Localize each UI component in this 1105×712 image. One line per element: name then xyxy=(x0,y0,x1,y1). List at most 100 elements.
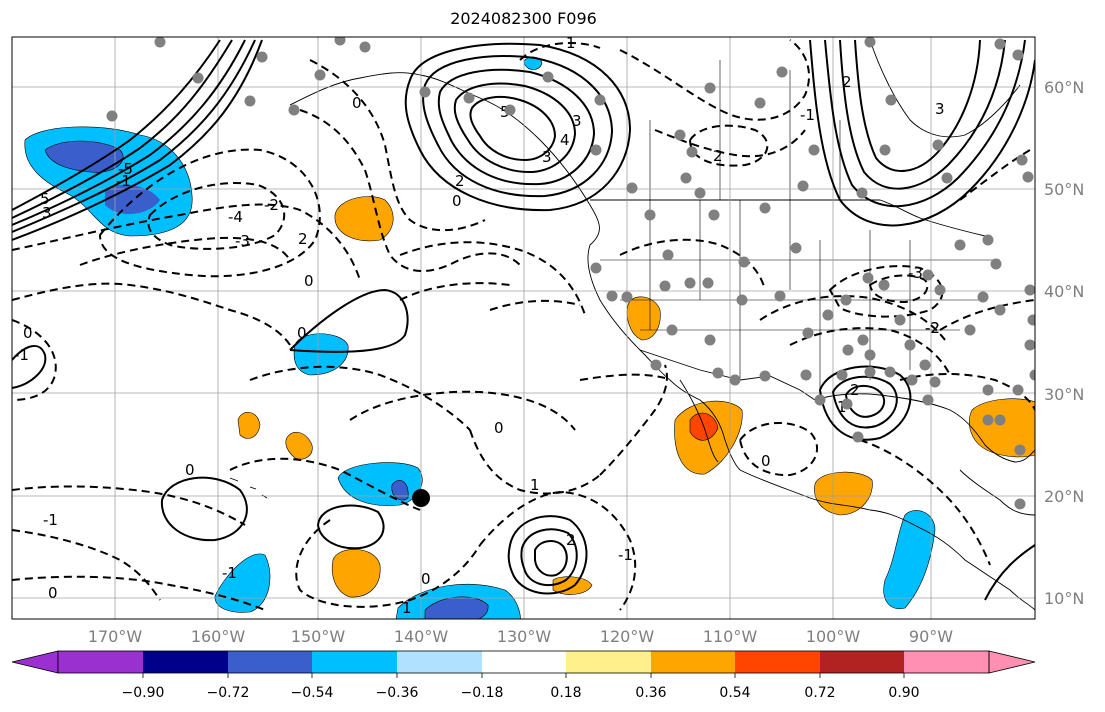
contour-label: -2 xyxy=(264,196,279,214)
station-dot xyxy=(256,51,268,63)
colorbar-bin xyxy=(228,651,312,673)
station-dot xyxy=(694,187,706,199)
colorbar-tick-label: −0.18 xyxy=(461,685,504,701)
station-dot xyxy=(977,291,989,303)
station-dot xyxy=(1024,284,1035,296)
station-dot xyxy=(594,94,606,106)
station-dot xyxy=(857,334,869,346)
contour-south-1 xyxy=(507,515,588,595)
yucatan-coast xyxy=(959,469,1035,516)
contour-dashed-36 xyxy=(399,282,511,301)
colorbar-bin xyxy=(482,651,566,673)
lat-label: 30°N xyxy=(1044,385,1084,404)
contour-label: 3 xyxy=(42,204,52,222)
contour-label: 1 xyxy=(566,34,576,52)
contour-hudson-4 xyxy=(854,39,981,172)
station-dot xyxy=(754,97,766,109)
contour-dashed-20 xyxy=(619,39,810,121)
station-dot xyxy=(802,327,814,339)
contour-nw-3 xyxy=(12,39,263,241)
station-dot xyxy=(790,242,802,254)
contour-dashed-23 xyxy=(519,42,601,61)
lon-label: 100°W xyxy=(806,627,861,646)
contour-hi-2 xyxy=(316,504,385,550)
station-dot xyxy=(650,359,662,371)
contour-label: 0 xyxy=(297,324,307,342)
station-dot xyxy=(864,37,876,48)
contour-dashed-15 xyxy=(12,575,266,611)
station-dot xyxy=(814,394,826,406)
station-dot xyxy=(606,290,618,302)
station-dot xyxy=(359,41,371,53)
colorbar-tick-marks xyxy=(142,673,905,678)
lon-label: 90°W xyxy=(909,627,953,646)
contour-label: -1 xyxy=(43,511,58,529)
mexico-coast xyxy=(739,469,1035,611)
contour-dashed-7 xyxy=(249,365,471,431)
contour-dashed-3 xyxy=(98,148,321,278)
contour-gulf-1 xyxy=(818,365,912,441)
station-dot xyxy=(192,72,204,84)
station-dot xyxy=(994,414,1006,426)
contour-dashed-9 xyxy=(309,59,486,232)
colorbar-extend-high xyxy=(988,650,1036,674)
station-dot xyxy=(704,82,716,94)
station-dot xyxy=(1022,171,1034,183)
contour-dashed-35 xyxy=(489,299,581,311)
station-dot xyxy=(288,104,300,116)
coastlines xyxy=(229,39,1035,611)
contour-nw-1 xyxy=(12,39,246,226)
station-dot xyxy=(684,277,696,289)
station-dot xyxy=(884,366,896,378)
lon-label: 120°W xyxy=(600,627,655,646)
contour-dashed-33 xyxy=(939,299,1035,331)
grid-lines xyxy=(12,37,1035,619)
contour-label: -3 xyxy=(235,232,250,250)
station-dot xyxy=(621,291,633,303)
station-dot xyxy=(852,431,864,443)
contour-label: -1 xyxy=(222,564,237,582)
station-dot xyxy=(982,234,994,246)
station-dot xyxy=(1027,314,1035,326)
station-dot xyxy=(1012,384,1024,396)
lat-label: 60°N xyxy=(1044,78,1084,97)
station-dot xyxy=(702,277,714,289)
station-dot xyxy=(840,294,852,306)
station-dot xyxy=(982,414,994,426)
station-dot xyxy=(759,370,771,382)
lon-label: 160°W xyxy=(191,627,246,646)
station-dot xyxy=(590,144,602,156)
station-dot xyxy=(954,239,966,251)
contour-label: 4 xyxy=(560,131,570,149)
colorbar-tick-label: 0.72 xyxy=(804,685,835,701)
contour-labels: 5 3 2 0 -1 -2 -3 -4 -5 1 3 2 5 4 3 2 0 -… xyxy=(14,34,945,617)
contour-mid-1 xyxy=(289,288,409,353)
contour-dashed-18 xyxy=(469,429,601,495)
contour-gulf-2 xyxy=(831,375,898,429)
station-dot xyxy=(729,374,741,386)
station-dot xyxy=(666,324,678,336)
contour-dashed-4 xyxy=(147,182,286,250)
station-dot xyxy=(904,339,916,351)
contour-alaska-2 xyxy=(422,55,614,198)
contour-alaska-4 xyxy=(453,82,577,174)
station-dot xyxy=(759,202,771,214)
contour-sw-1 xyxy=(12,345,47,389)
station-dot xyxy=(776,66,788,78)
colorbar-tick-label: −0.72 xyxy=(207,685,250,701)
contour-label: 0 xyxy=(761,452,771,470)
colorbar-tick-label: −0.90 xyxy=(122,685,165,701)
contour-label: 0 xyxy=(452,192,462,210)
station-dot xyxy=(774,290,786,302)
contour-label: 0 xyxy=(352,94,362,112)
contour-label: 2 xyxy=(850,381,860,399)
contour-dashed-8 xyxy=(299,109,521,273)
station-dot xyxy=(894,314,906,326)
station-dot xyxy=(736,294,748,306)
station-dot xyxy=(1014,444,1026,456)
shade-darkblue-nw xyxy=(44,140,124,173)
lon-label: 150°W xyxy=(291,627,346,646)
map-title: 2024082300 F096 xyxy=(450,9,597,28)
station-dot xyxy=(878,279,890,291)
station-dot xyxy=(797,180,809,192)
